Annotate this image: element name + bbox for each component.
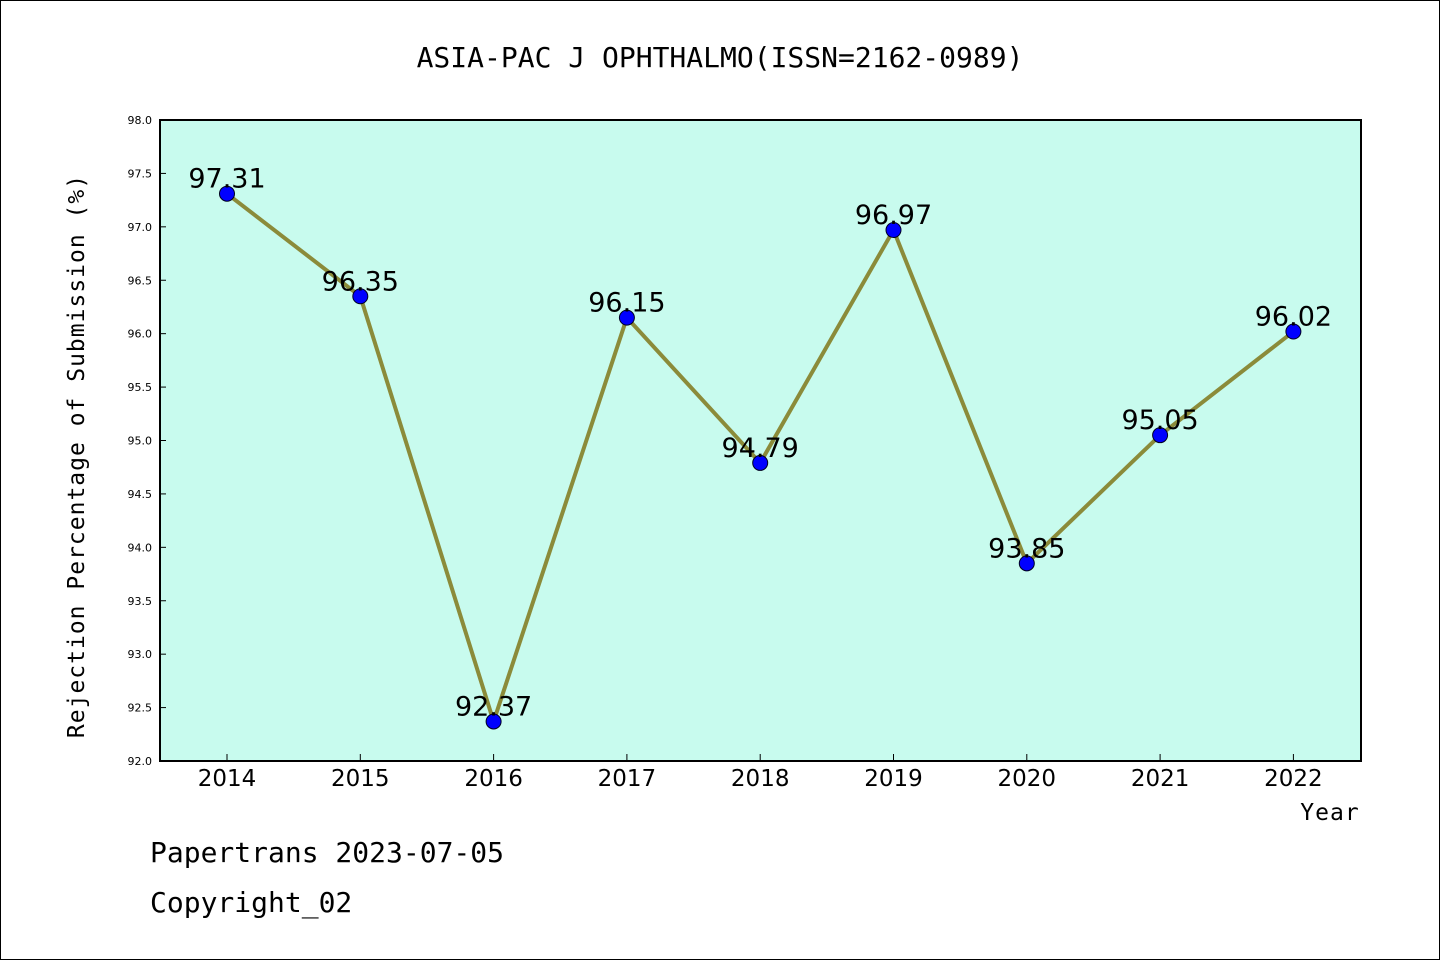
data-point [885, 222, 902, 239]
data-label: 96.97 [855, 200, 932, 231]
x-tick-label: 2016 [464, 766, 523, 792]
data-point [752, 454, 769, 471]
data-label: 97.31 [188, 164, 265, 195]
data-label: 96.15 [588, 288, 665, 319]
data-point [1285, 323, 1302, 340]
x-tick-label: 2021 [1131, 766, 1190, 792]
y-axis: 92.0 92.5 93.0 93.5 94.0 94.5 95.0 95.5 96.0 96.5… [128, 114, 166, 768]
data-point [1018, 555, 1035, 572]
x-tick-label: 2020 [998, 766, 1057, 792]
x-tick-label: 2019 [864, 766, 923, 792]
x-tick-label: 2018 [731, 766, 790, 792]
data-point [1152, 427, 1169, 444]
data-label: 96.35 [322, 266, 399, 297]
y-tick-label: 94.0 [128, 541, 153, 554]
y-tick-label: 97.5 [128, 167, 153, 180]
data-point [618, 309, 635, 326]
chart-title: ASIA-PAC J OPHTHALMO(ISSN=2162-0989) [417, 41, 1024, 74]
marker-group [219, 185, 1302, 730]
x-axis-label: Year [1300, 800, 1359, 826]
y-axis-label: Rejection Percentage of Submission (%) [64, 174, 90, 738]
y-tick-label: 95.0 [128, 435, 153, 448]
x-tick-label: 2014 [198, 766, 257, 792]
data-point [219, 185, 235, 202]
y-tick-label: 93.5 [128, 595, 153, 608]
x-tick-label: 2022 [1264, 766, 1323, 792]
y-tick-label: 95.5 [128, 381, 153, 394]
x-tick-label: 2015 [331, 766, 390, 792]
x-tick-label: 2017 [598, 766, 657, 792]
data-point [485, 713, 502, 730]
y-tick-label: 92.5 [128, 702, 153, 715]
data-label: 92.37 [455, 691, 532, 722]
x-axis: 2014 2015 2016 2017 2018 2019 2020 2021 2022 [198, 754, 1323, 792]
y-tick-label: 97.0 [128, 221, 153, 234]
data-label-group: 97.31 96.35 92.37 96.15 94.79 96.97 93.85 95.05… [188, 164, 1332, 723]
data-label: 93.85 [988, 533, 1065, 564]
footer-copyright: Copyright_02 [150, 886, 353, 919]
y-tick-label: 92.0 [128, 755, 153, 768]
y-tick-label: 96.5 [128, 274, 153, 287]
y-tick-label: 93.0 [128, 648, 153, 661]
data-label: 96.02 [1255, 302, 1332, 333]
data-label: 95.05 [1121, 405, 1198, 436]
y-tick-label: 94.5 [128, 488, 153, 501]
plot-border [159, 119, 1362, 762]
data-label: 94.79 [722, 433, 799, 464]
footer-date: Papertrans 2023-07-05 [150, 836, 505, 869]
data-point [352, 288, 369, 305]
y-tick-label: 98.0 [128, 114, 153, 127]
y-tick-label: 96.0 [128, 328, 153, 341]
